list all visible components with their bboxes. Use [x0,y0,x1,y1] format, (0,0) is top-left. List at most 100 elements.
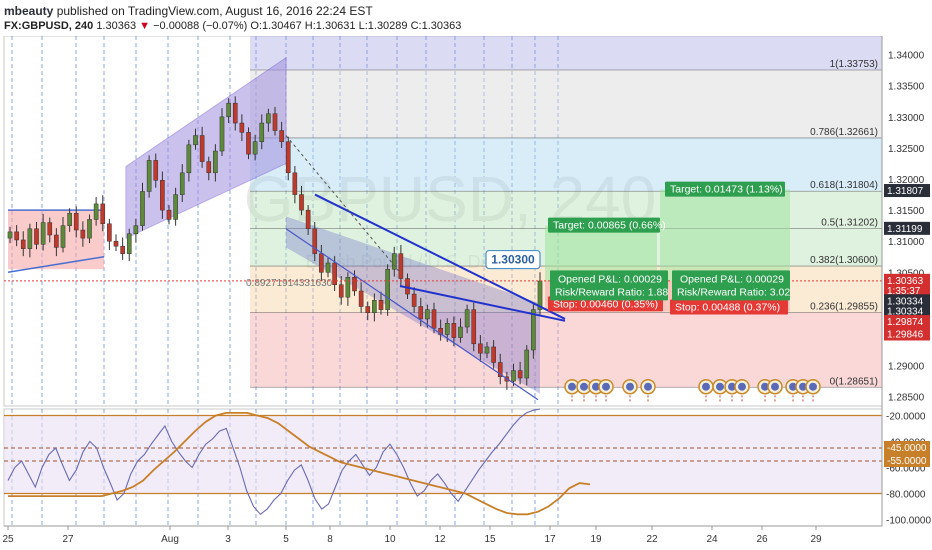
event-flag-dot [799,382,807,391]
price-tag: 1.31807 [887,186,924,197]
event-flag-dot [761,382,769,391]
candle-body [146,160,152,192]
candle-body [299,194,304,211]
price-callout-box [485,249,541,270]
target-label-bg [548,217,660,233]
time-tick-label: 12 [434,534,446,545]
time-tick-label: 15 [484,534,496,545]
event-flag-dot [644,382,652,391]
axis-layer: 1.34000 1.33500 1.33000 1.32500 1.32000 1.315… [2,36,931,545]
candle-body [113,240,119,247]
oscillator-tag: -45.0000 [887,443,927,454]
pnl-label: Opened P&L: 0.00029 [680,273,784,285]
candle-body [252,141,258,155]
candle-body [133,225,139,234]
candle-body [219,116,225,152]
candle-body [40,222,46,245]
candle-body [365,306,371,313]
event-flag-dot [626,382,634,391]
candle-body [345,277,351,298]
candle-body [7,231,13,239]
price-change: −0.00088 (−0.07%) [153,20,248,32]
candle-body [259,122,265,142]
pnl-label: Opened P&L: 0.00029 [558,273,662,285]
time-tick-label: 26 [756,534,768,545]
candle-body [67,212,72,226]
candle-body [451,323,457,338]
candle-body [511,370,516,382]
candle-body [179,172,185,195]
candles-layer [7,96,543,390]
candle-body [411,293,417,307]
price-tick-label: 1.34000 [888,51,925,62]
fib-band [250,36,882,71]
signal-line [8,411,591,516]
candle-body [464,309,470,328]
target-label-bg [665,181,785,197]
candle-body [378,300,384,310]
candle-body [312,228,318,254]
price-tag-bg [884,315,930,329]
price-tick-label: 1.29000 [888,362,925,373]
oscillator-tick-label: -100.0000 [886,516,931,527]
candle-body [372,300,377,313]
price-tag-bg [884,304,930,318]
time-tick-label: Aug [161,534,179,545]
candle-body [458,326,463,338]
time-tick-label: 25 [2,534,14,545]
range-bottom-line [7,256,105,274]
time-tick-label: 5 [283,534,289,545]
event-flag-dot [771,382,779,391]
event-flag-dot [602,382,610,391]
price-tick-label: 1.32500 [888,144,925,155]
candle-body [471,309,477,345]
candle-body [279,130,284,142]
symbol-label[interactable]: FX:GBPUSD, 240 [4,20,94,32]
fib-band [250,70,882,138]
candle-body [332,262,337,285]
time-tick-label: 27 [62,534,74,545]
fib-level-label: 1(1.33753) [830,59,878,70]
fib-level-label: 0.382(1.30600) [810,255,878,266]
candle-body [305,209,311,230]
target-zone [660,189,790,282]
time-tick-label: 10 [384,534,396,545]
price-tag: 1.29846 [887,329,924,340]
candle-body [272,113,278,131]
candle-body [531,309,536,351]
time-tick-label: 22 [646,534,658,545]
candle-body [246,132,251,155]
candle-body [319,253,324,273]
time-tick-label: 8 [327,534,333,545]
candle-body [325,262,331,273]
event-flag-dot [738,382,746,391]
channel-bottom-line [285,228,539,401]
candle-body [93,203,99,220]
price-tick-label: 1.28500 [888,393,925,404]
candle-body [418,306,424,320]
price-tag-bg [884,294,930,308]
candle-body [120,245,125,254]
trend-line-lower [399,285,566,322]
candle-body [140,191,145,226]
candle-body [80,229,86,239]
candle-body [20,239,26,249]
price-tag: 1.31199 [887,224,923,235]
time-tick-label: 29 [810,534,822,545]
candle-body [213,150,218,174]
price-tag: 1.29874 [887,317,924,328]
candle-body [34,228,39,245]
candle-body [438,328,443,335]
stop-label: Stop: 0.00488 (0.37%) [675,302,780,314]
candle-body [186,144,192,174]
price-tag-bg [884,327,930,341]
stop-label: Stop: 0.00460 (0.35%) [553,298,658,310]
oscillator-tag-bg [884,454,930,467]
time-tick-label: 3 [225,534,231,545]
candle-body [398,253,404,279]
oscillator-tick-label: -80.0000 [886,490,926,501]
candle-body [478,343,483,354]
fib-level-label: 0(1.28651) [830,376,878,387]
author-name[interactable]: mbeauty [4,4,54,18]
